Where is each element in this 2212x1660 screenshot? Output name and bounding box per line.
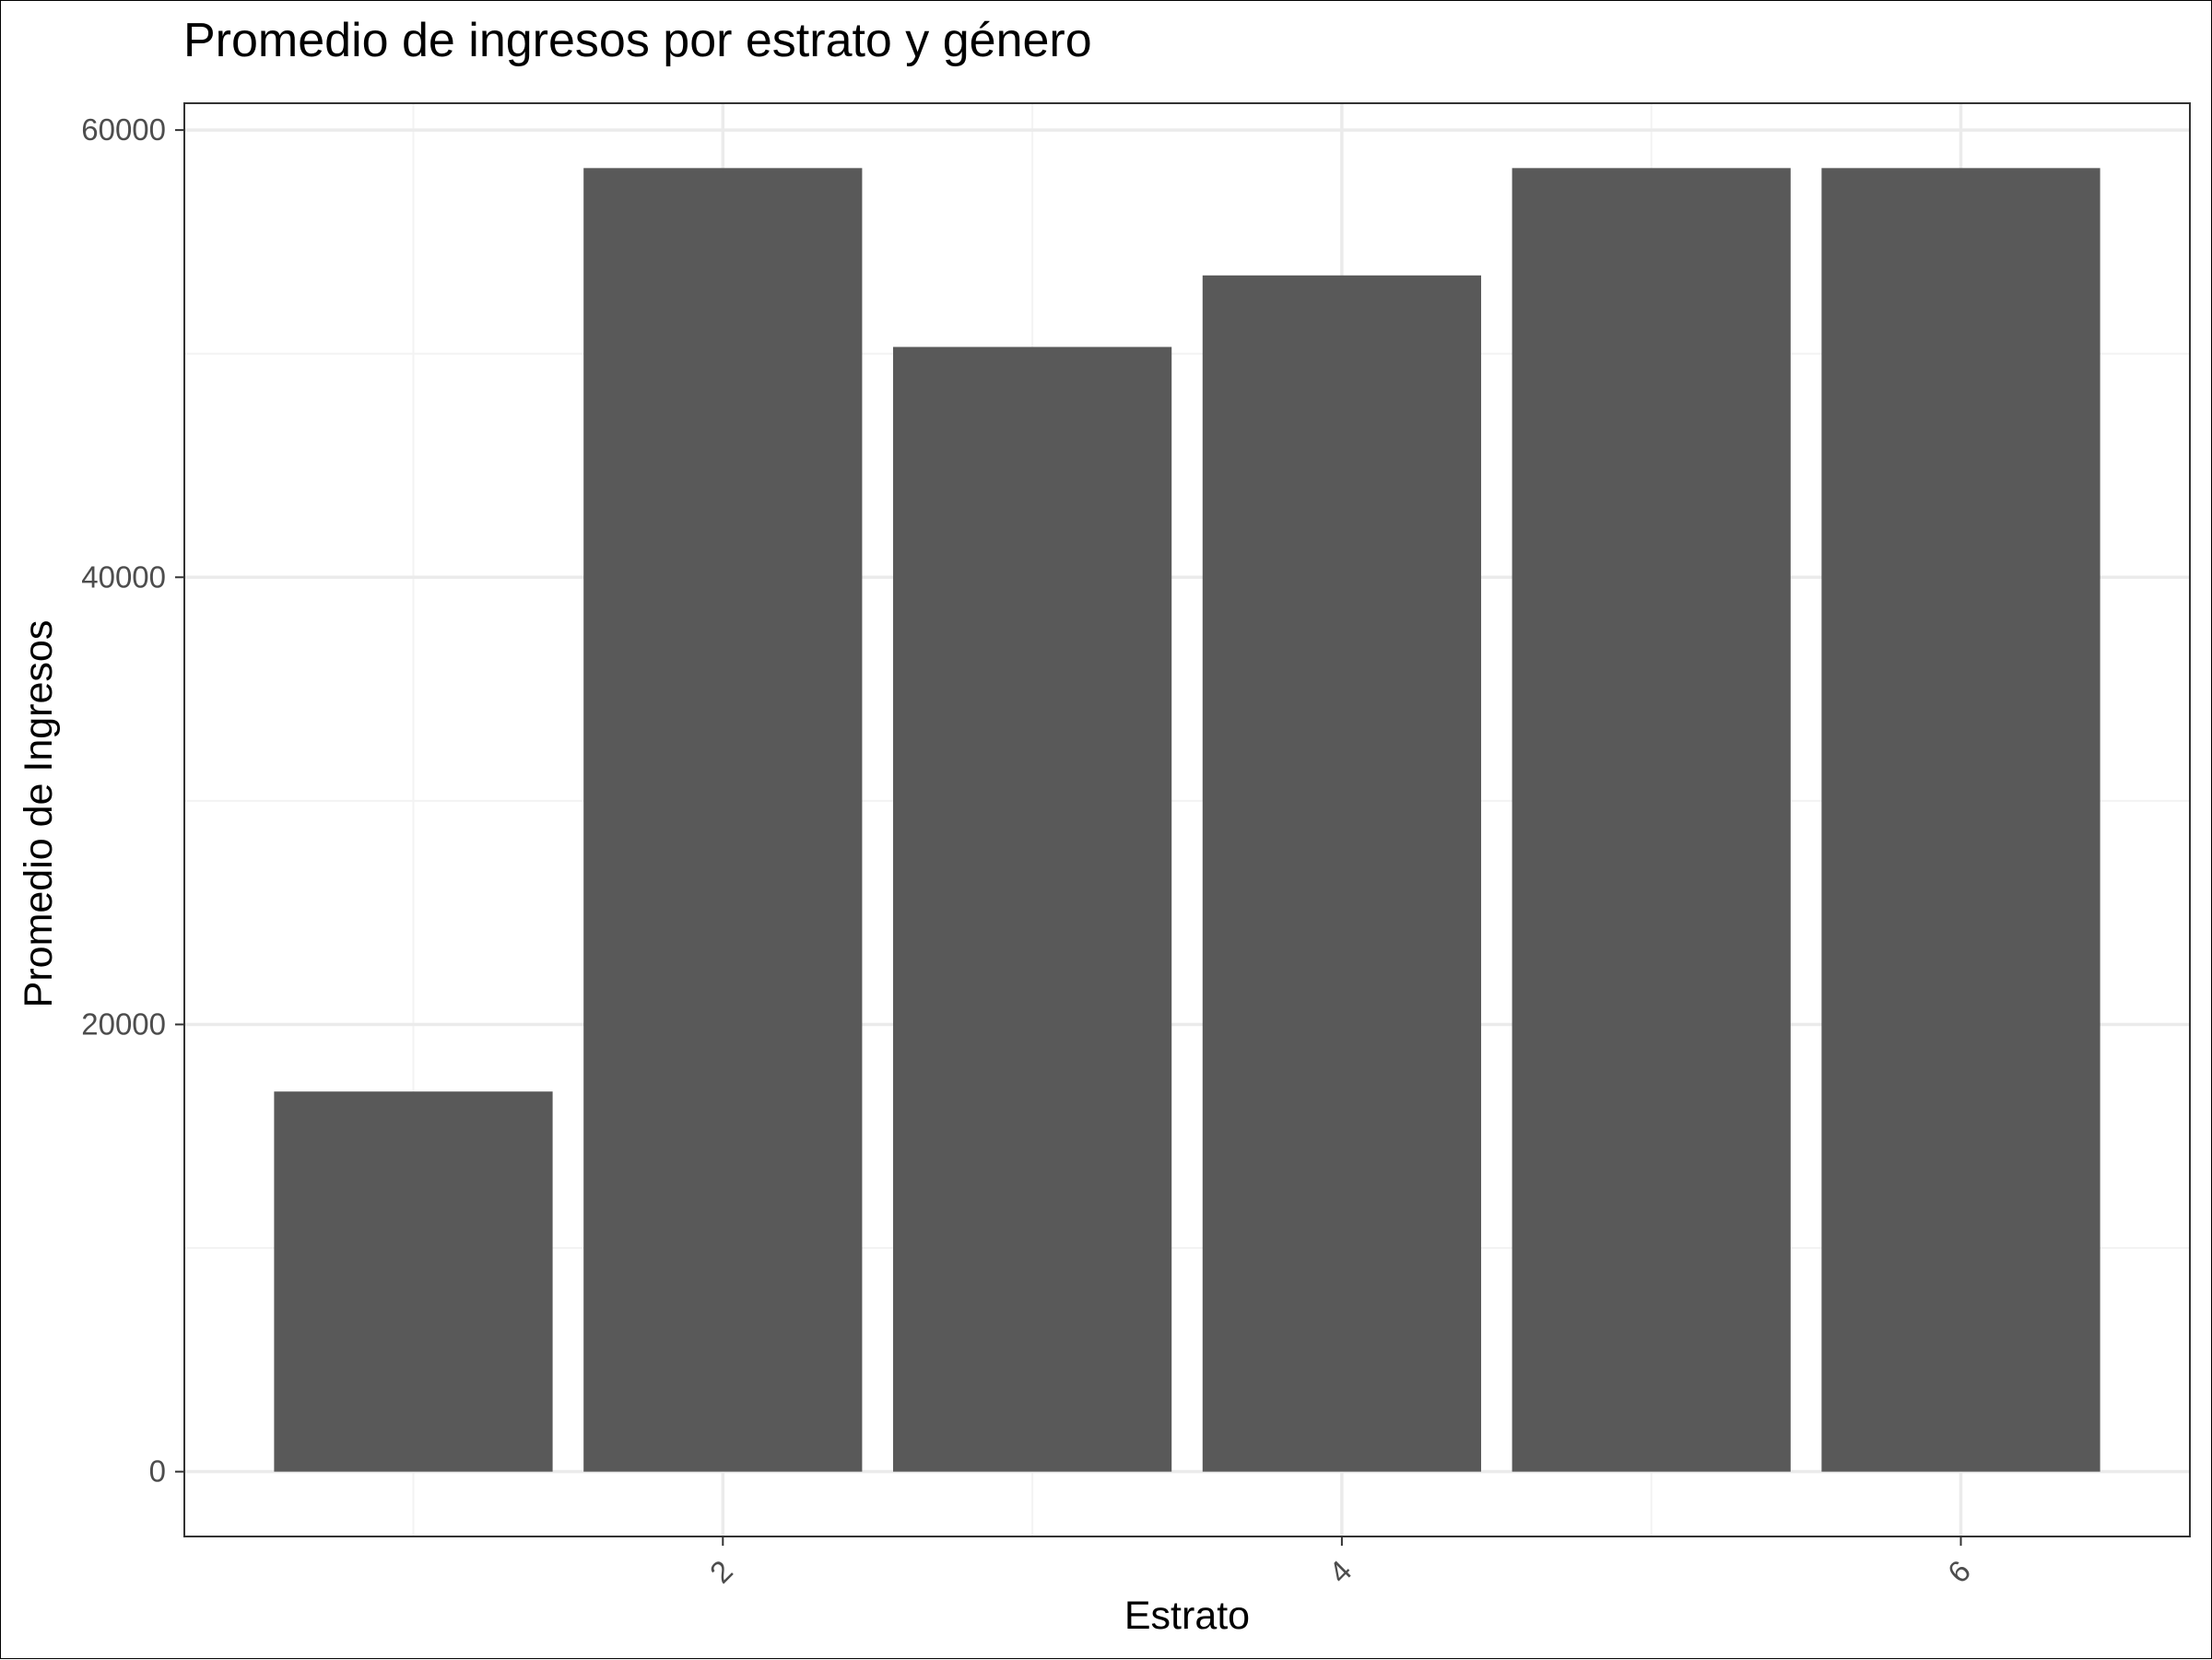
y-tick-label: 20000 (81, 1007, 166, 1041)
bar-estrato-1 (274, 1091, 553, 1472)
x-tick-label: 6 (1941, 1553, 1977, 1589)
panel-border (183, 102, 2191, 1537)
x-axis-title: Estrato (1124, 1594, 1250, 1638)
bar-estrato-4 (1202, 275, 1482, 1472)
bar-estrato-5 (1512, 168, 1791, 1472)
y-tick-label: 60000 (81, 112, 166, 147)
bar-estrato-6 (1821, 168, 2100, 1472)
x-tick-label: 2 (703, 1553, 739, 1589)
bar-estrato-3 (892, 347, 1172, 1472)
chart-title: Promedio de ingresos por estrato y géner… (183, 14, 1092, 67)
y-tick-label: 40000 (81, 559, 166, 594)
y-tick-label: 0 (149, 1454, 166, 1489)
x-tick-label: 4 (1322, 1553, 1358, 1589)
x-axis: 2 4 6 (703, 1536, 1977, 1590)
bars (274, 168, 2100, 1472)
y-axis: 0 20000 40000 60000 (81, 112, 184, 1489)
y-axis-title: Promedio de Ingresos (17, 620, 61, 1008)
bar-estrato-2 (583, 168, 863, 1472)
